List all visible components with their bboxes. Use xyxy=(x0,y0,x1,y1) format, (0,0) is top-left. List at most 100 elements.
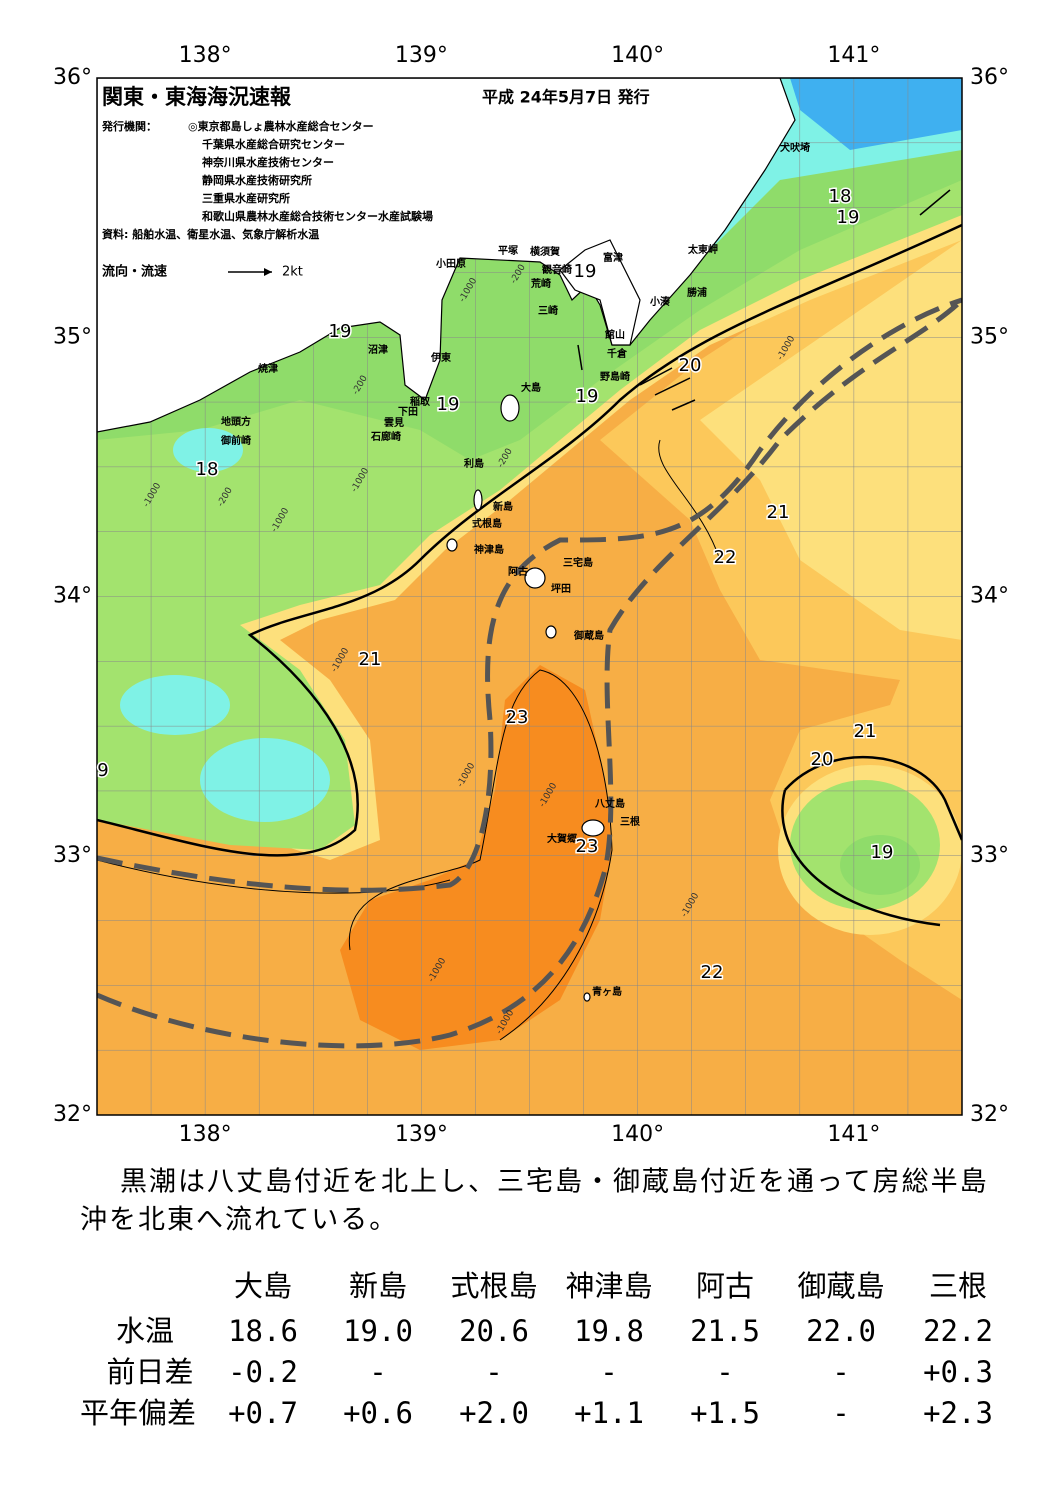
place-name: 式根島 xyxy=(472,517,502,530)
kuroshio-axis xyxy=(97,297,962,893)
issuer: 静岡県水産技術研究所 xyxy=(202,173,312,187)
labels: 138° 138° 139° 139° 140° 140° 141° 141° 36° 36° 35… xyxy=(53,43,1009,1430)
place-name: 太東岬 xyxy=(687,243,718,256)
place-name: 坪田 xyxy=(551,582,571,595)
current-arrows xyxy=(577,189,951,411)
current-arrow xyxy=(577,344,583,371)
table-cell: - xyxy=(600,1355,617,1389)
place-name: 平塚 xyxy=(498,244,518,257)
isotherm-label: 21 xyxy=(359,649,382,670)
island xyxy=(524,567,546,589)
lat-label: 35° xyxy=(53,324,92,349)
island xyxy=(446,538,458,552)
boso-peninsula xyxy=(559,239,641,346)
place-name: 千倉 xyxy=(607,347,628,360)
table-cell: - xyxy=(832,1396,849,1430)
place-name: 阿古 xyxy=(508,565,528,578)
lat-label: 36° xyxy=(970,65,1009,90)
isotherm-label: 19 xyxy=(437,394,460,415)
legend-label: 流向・流速 xyxy=(102,264,167,280)
table-cell: +1.1 xyxy=(574,1396,644,1430)
table-cell: - xyxy=(832,1355,849,1389)
current-arrow xyxy=(671,399,696,411)
lon-label: 141° xyxy=(827,1122,880,1147)
table-header: 新島 xyxy=(349,1269,407,1303)
table-cell: 19.0 xyxy=(343,1314,413,1348)
lat-label: 33° xyxy=(53,843,92,868)
lon-label: 139° xyxy=(395,43,448,68)
table-cell: 21.5 xyxy=(690,1314,760,1348)
place-name: 犬吠埼 xyxy=(780,141,810,154)
lon-label: 140° xyxy=(611,43,664,68)
isotherm-label: 19 xyxy=(871,842,894,863)
place-name: 大島 xyxy=(521,381,541,394)
place-name: 新島 xyxy=(493,500,513,513)
title: 関東・東海海況速報 xyxy=(102,85,292,109)
table-header: 御蔵島 xyxy=(797,1269,884,1303)
lon-label: 138° xyxy=(179,1122,232,1147)
map-area xyxy=(97,78,962,1115)
lat-label: 32° xyxy=(53,1102,92,1127)
warm-core xyxy=(340,665,612,1050)
place-name: 稲取 xyxy=(410,395,431,408)
lon-label: 139° xyxy=(395,1122,448,1147)
place-name: 伊東 xyxy=(430,351,451,364)
isotherm-label: 19 xyxy=(574,261,597,282)
isotherm-label: 19 xyxy=(329,321,352,342)
summary-line: 黒潮は八丈島付近を北上し、三宅島・御蔵島付近を通って房総半島 xyxy=(120,1167,989,1198)
issue-date: 平成 24年5月7日 発行 xyxy=(482,88,650,107)
issuer: 神奈川県水産技術センター xyxy=(202,155,334,169)
table-cell: +0.7 xyxy=(228,1396,298,1430)
place-name: 沼津 xyxy=(368,343,388,356)
place-name: 焼津 xyxy=(258,362,278,375)
current-arrow xyxy=(919,189,951,216)
place-name: 横須賀 xyxy=(530,245,560,258)
table-cell: 22.0 xyxy=(806,1314,876,1348)
row-label: 平年偏差 xyxy=(80,1396,196,1430)
isotherm-label: 23 xyxy=(506,707,529,728)
cyan-eddy xyxy=(200,738,330,822)
isotherm-label: 18 xyxy=(196,459,219,480)
kuroshio-axis xyxy=(97,298,962,1049)
islands xyxy=(446,394,605,1002)
lat-label: 35° xyxy=(970,324,1009,349)
isotherm-20 xyxy=(781,755,962,927)
place-name: 富津 xyxy=(603,251,623,264)
map-frame xyxy=(96,77,963,1116)
lon-label: 138° xyxy=(179,43,232,68)
table-cell: +0.6 xyxy=(343,1396,413,1430)
legend-scale: 2kt xyxy=(282,265,303,280)
lat-label: 32° xyxy=(970,1102,1009,1127)
island xyxy=(545,625,557,639)
isotherm-20 xyxy=(97,223,962,857)
isotherm-label: 19 xyxy=(837,207,860,228)
blue-north xyxy=(790,78,962,150)
place-name: 石廊崎 xyxy=(370,430,401,443)
table-cell: +1.5 xyxy=(690,1396,760,1430)
table-cell: - xyxy=(369,1355,386,1389)
place-name: 八丈島 xyxy=(594,797,625,810)
issuer: 三重県水産研究所 xyxy=(202,191,290,205)
place-name: 勝浦 xyxy=(687,286,707,299)
cyan-eddy xyxy=(120,675,230,735)
lat-label: 34° xyxy=(53,584,92,609)
light-yellow xyxy=(700,240,962,640)
isotherm-label: 18 xyxy=(829,186,852,207)
place-name: 荒崎 xyxy=(530,277,551,290)
lat-label: 34° xyxy=(970,584,1009,609)
place-name: 青ヶ島 xyxy=(592,985,622,998)
table-cell: - xyxy=(485,1355,502,1389)
issuer: 和歌山県農林水産総合技術センター水産試験場 xyxy=(202,209,433,223)
table-cell: - xyxy=(716,1355,733,1389)
place-name: 御前崎 xyxy=(220,434,251,447)
issuer-label: 発行機関： xyxy=(101,119,157,133)
island xyxy=(583,992,591,1002)
place-name: 三宅島 xyxy=(563,556,593,569)
isotherm-label: 20 xyxy=(811,749,834,770)
cyan-eddy xyxy=(173,428,243,472)
isotherm-label: 21 xyxy=(854,721,877,742)
current-arrow xyxy=(654,377,691,396)
island xyxy=(581,819,605,837)
legend-arrowhead xyxy=(264,268,272,276)
